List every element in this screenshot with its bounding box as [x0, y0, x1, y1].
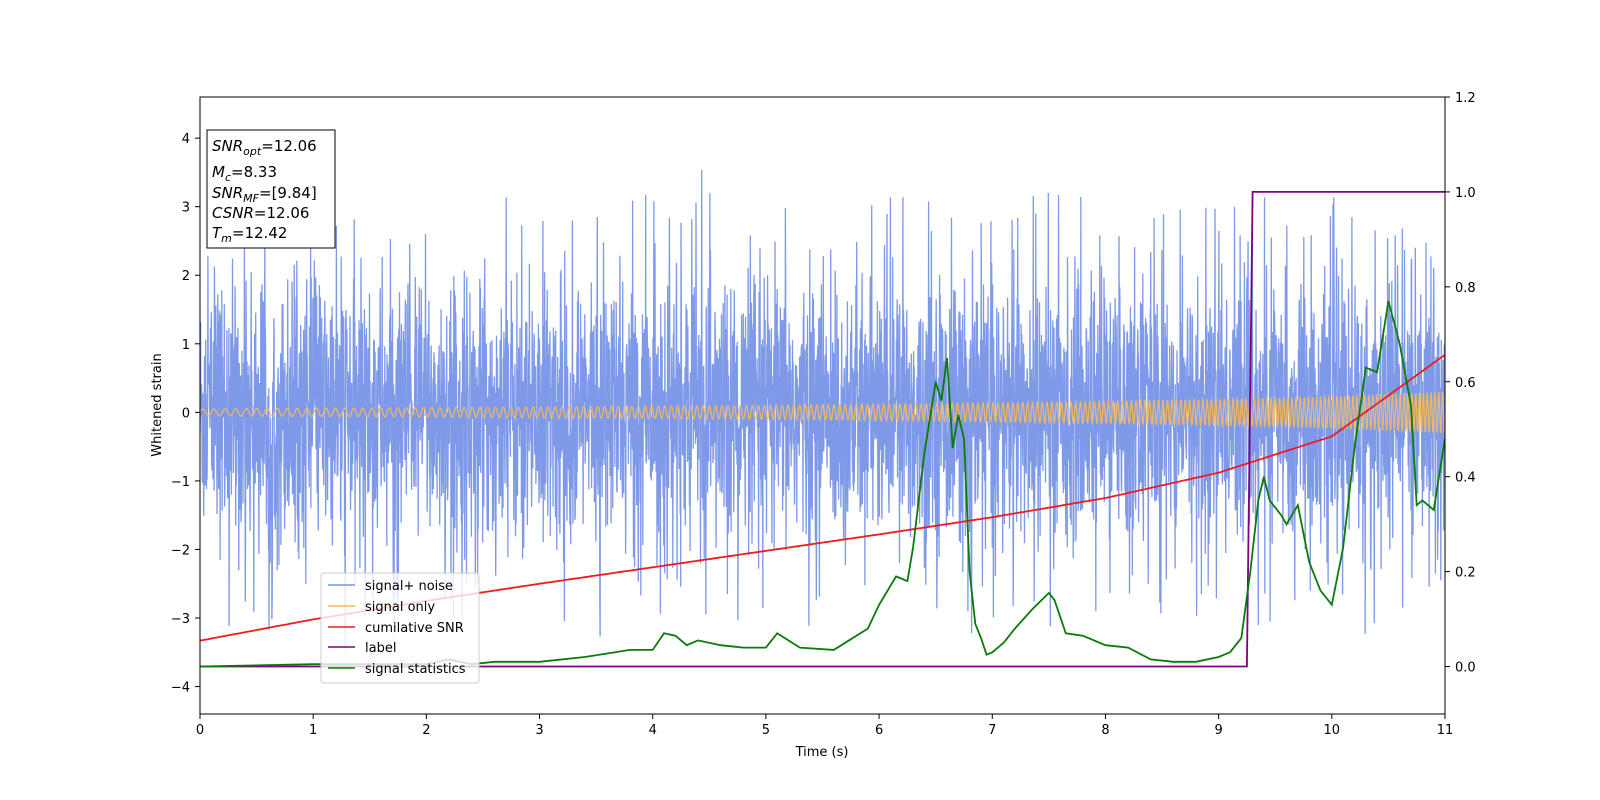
x-tick-label: 11 [1437, 723, 1454, 738]
info-tm: Tm=12.42 [212, 224, 287, 245]
legend-label-signal-noise: signal+ noise [365, 579, 453, 594]
y-axis-left: −4 −3 −2 −1 0 1 2 3 4 [171, 132, 200, 696]
info-box: SNRopt=12.06 Mc=8.33 SNRMF=[9.84] CSNR=1… [206, 129, 336, 249]
plot-frame [199, 96, 1446, 715]
series-signal-noise [200, 169, 1445, 650]
y-tick-label: −4 [171, 681, 190, 696]
y2-tick-label: 0.8 [1455, 281, 1476, 296]
info-csnr: CSNR=12.06 [212, 204, 309, 222]
legend-label-signal-only: signal only [365, 600, 435, 615]
info-box-frame [206, 129, 336, 249]
y-tick-label: 1 [182, 338, 190, 353]
y2-tick-label: 0.0 [1455, 661, 1476, 676]
series-label [200, 191, 1445, 668]
info-snr-opt: SNRopt=12.06 [212, 137, 317, 158]
x-tick-label: 0 [196, 723, 204, 738]
y-axis-label: Whitened strain [150, 353, 165, 456]
y-tick-label: 3 [182, 201, 190, 216]
x-tick-label: 2 [422, 723, 430, 738]
series-signal-only [200, 391, 1445, 434]
x-tick-label: 8 [1101, 723, 1109, 738]
legend-label-cumulative-snr: cumilative SNR [365, 621, 464, 636]
legend-frame [320, 572, 480, 684]
x-axis-label: Time (s) [795, 745, 849, 760]
x-tick-label: 3 [535, 723, 543, 738]
y-tick-label: 0 [182, 406, 190, 421]
legend-label-label: label [365, 641, 396, 656]
y-tick-label: 4 [182, 132, 190, 147]
x-tick-label: 4 [649, 723, 657, 738]
x-tick-label: 5 [762, 723, 770, 738]
legend-label-signal-statistics: signal statistics [365, 662, 466, 677]
y-tick-label: −1 [171, 475, 190, 490]
y2-tick-label: 1.2 [1455, 91, 1476, 106]
x-tick-label: 9 [1214, 723, 1222, 738]
x-tick-label: 10 [1324, 723, 1341, 738]
series-signal-statistics [200, 300, 1445, 668]
info-mc: Mc=8.33 [212, 163, 277, 184]
y-axis-right: 0.0 0.2 0.4 0.6 0.8 1.0 1.2 [1445, 91, 1476, 676]
y2-tick-label: 0.6 [1455, 376, 1476, 391]
info-snr-mf: SNRMF=[9.84] [212, 184, 317, 205]
y2-tick-label: 1.0 [1455, 186, 1476, 201]
x-tick-label: 7 [988, 723, 996, 738]
y-tick-label: 2 [182, 269, 190, 284]
x-tick-label: 1 [309, 723, 317, 738]
y2-tick-label: 0.2 [1455, 566, 1476, 581]
y-tick-label: −2 [171, 543, 190, 558]
y-tick-label: −3 [171, 612, 190, 627]
y2-tick-label: 0.4 [1455, 471, 1476, 486]
x-axis: 0 1 2 3 4 5 6 7 8 9 10 11 [196, 714, 1453, 738]
x-tick-label: 6 [875, 723, 883, 738]
legend: signal+ noise signal only cumilative SNR… [320, 572, 480, 684]
